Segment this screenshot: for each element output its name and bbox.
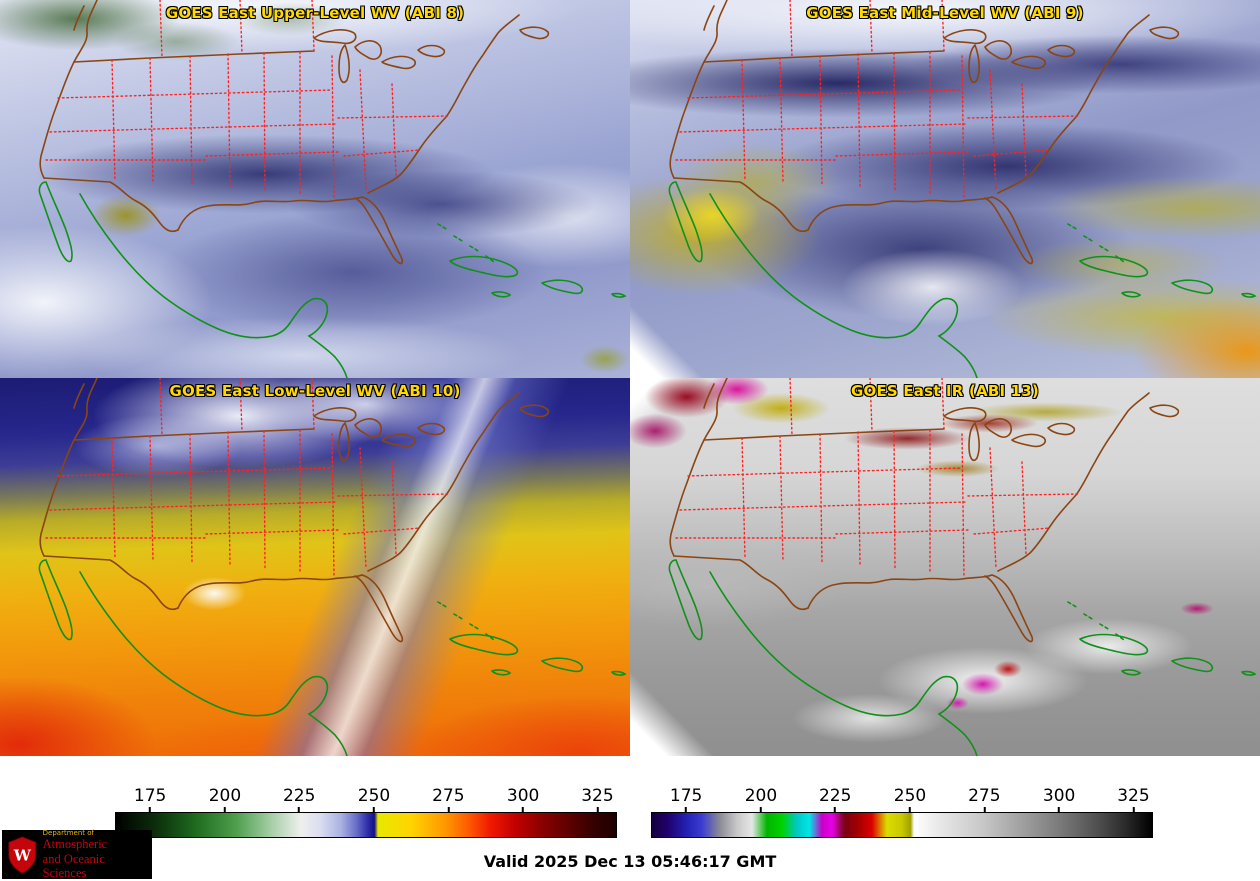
- tick-label: 225: [818, 786, 852, 806]
- panel-ir: GOES East IR (ABI 13): [630, 378, 1260, 756]
- panel-title-abi8: GOES East Upper-Level WV (ABI 8): [165, 4, 465, 22]
- tick-label: 200: [208, 786, 242, 806]
- tick-label: 300: [1042, 786, 1076, 806]
- colorbar-ir-gradient: [652, 813, 1152, 837]
- dept-line1-label: Atmospheric: [42, 837, 108, 852]
- colorbar-ir-strip: [651, 812, 1153, 838]
- panel-title-abi10: GOES East Low-Level WV (ABI 10): [169, 382, 461, 400]
- panel-title-abi13: GOES East IR (ABI 13): [850, 382, 1039, 400]
- uw-crest-icon: W: [8, 835, 37, 874]
- map-overlay-abi10: [38, 378, 626, 756]
- tick-label: 175: [669, 786, 703, 806]
- tick-label: 200: [744, 786, 778, 806]
- uw-aos-logo: W Department of Atmospheric and Oceanic …: [2, 829, 152, 881]
- tick-label: 250: [893, 786, 927, 806]
- valid-time-label: Valid 2025 Dec 13 05:46:17 GMT: [483, 852, 777, 871]
- colorbar-wv-strip: [115, 812, 617, 838]
- logo-text: Department of Atmospheric and Oceanic Sc…: [43, 829, 147, 881]
- colorbar-wv-ticks: 175 200 225 250 275 300 325: [115, 786, 617, 809]
- colorbar-ir: 175 200 225 250 275 300 325: [651, 786, 1153, 838]
- dept-line2-label: and Oceanic Sciences: [42, 851, 105, 880]
- tick-label: 250: [357, 786, 391, 806]
- dept-small-label: Department of: [42, 828, 94, 837]
- map-overlay-abi9: [668, 0, 1256, 378]
- colorbar-ir-ticks: 175 200 225 250 275 300 325: [651, 786, 1153, 809]
- tick-label: 325: [581, 786, 614, 806]
- tick-label: 175: [133, 786, 167, 806]
- colorbar-wv-gradient: [116, 813, 616, 837]
- colorbar-wv: 175 200 225 250 275 300 325: [115, 786, 617, 838]
- panel-title-abi9: GOES East Mid-Level WV (ABI 9): [806, 4, 1084, 22]
- map-overlay-abi8: [38, 0, 626, 378]
- footer: 175 200 225 250 275 300 325 175 200 225 …: [0, 756, 1260, 881]
- panel-low-level-wv: GOES East Low-Level WV (ABI 10): [0, 378, 630, 756]
- map-overlay-abi13: [668, 378, 1256, 756]
- tick-label: 325: [1117, 786, 1150, 806]
- crest-letter: W: [13, 846, 32, 864]
- tick-label: 275: [432, 786, 465, 806]
- panel-mid-level-wv: GOES East Mid-Level WV (ABI 9): [630, 0, 1260, 378]
- tick-label: 275: [968, 786, 1001, 806]
- tick-label: 225: [282, 786, 316, 806]
- satellite-panel-grid: GOES East Upper-Level WV (ABI 8) GOES Ea…: [0, 0, 1260, 756]
- tick-label: 300: [506, 786, 540, 806]
- panel-upper-level-wv: GOES East Upper-Level WV (ABI 8): [0, 0, 630, 378]
